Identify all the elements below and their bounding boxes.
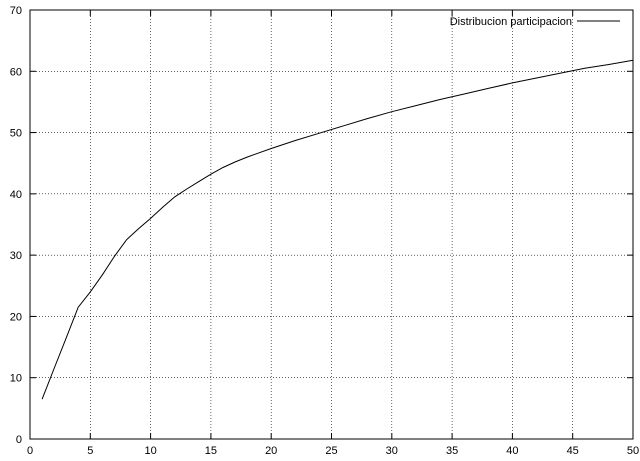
x-tick-label: 5 bbox=[87, 445, 93, 457]
x-tick-label: 45 bbox=[567, 445, 579, 457]
y-tick-label: 50 bbox=[10, 128, 22, 140]
y-tick-label: 10 bbox=[10, 373, 22, 385]
x-tick-label: 50 bbox=[627, 445, 639, 457]
tick-labels: 0 5 10 15 20 25 30 35 40 45 50 0 10 20 30 40 50 60 70 bbox=[10, 5, 639, 457]
legend: Distribucion participacion bbox=[450, 16, 620, 28]
y-tick-label: 20 bbox=[10, 311, 22, 323]
y-tick-label: 70 bbox=[10, 5, 22, 17]
y-tick-label: 40 bbox=[10, 189, 22, 201]
x-tick-label: 15 bbox=[205, 445, 217, 457]
x-tick-label: 40 bbox=[506, 445, 518, 457]
axis-ticks bbox=[29, 9, 634, 440]
series-line bbox=[41, 59, 634, 400]
y-tick-label: 30 bbox=[10, 250, 22, 262]
x-tick-label: 30 bbox=[386, 445, 398, 457]
y-tick-label: 60 bbox=[10, 66, 22, 78]
plot-frame bbox=[29, 9, 634, 440]
x-tick-label: 20 bbox=[265, 445, 277, 457]
series-layer bbox=[41, 59, 634, 400]
x-tick-label: 0 bbox=[27, 445, 33, 457]
x-tick-label: 10 bbox=[144, 445, 156, 457]
legend-label: Distribucion participacion bbox=[450, 16, 572, 28]
x-tick-label: 25 bbox=[325, 445, 337, 457]
x-tick-label: 35 bbox=[446, 445, 458, 457]
y-tick-label: 0 bbox=[16, 434, 22, 446]
grid-lines bbox=[30, 10, 633, 439]
